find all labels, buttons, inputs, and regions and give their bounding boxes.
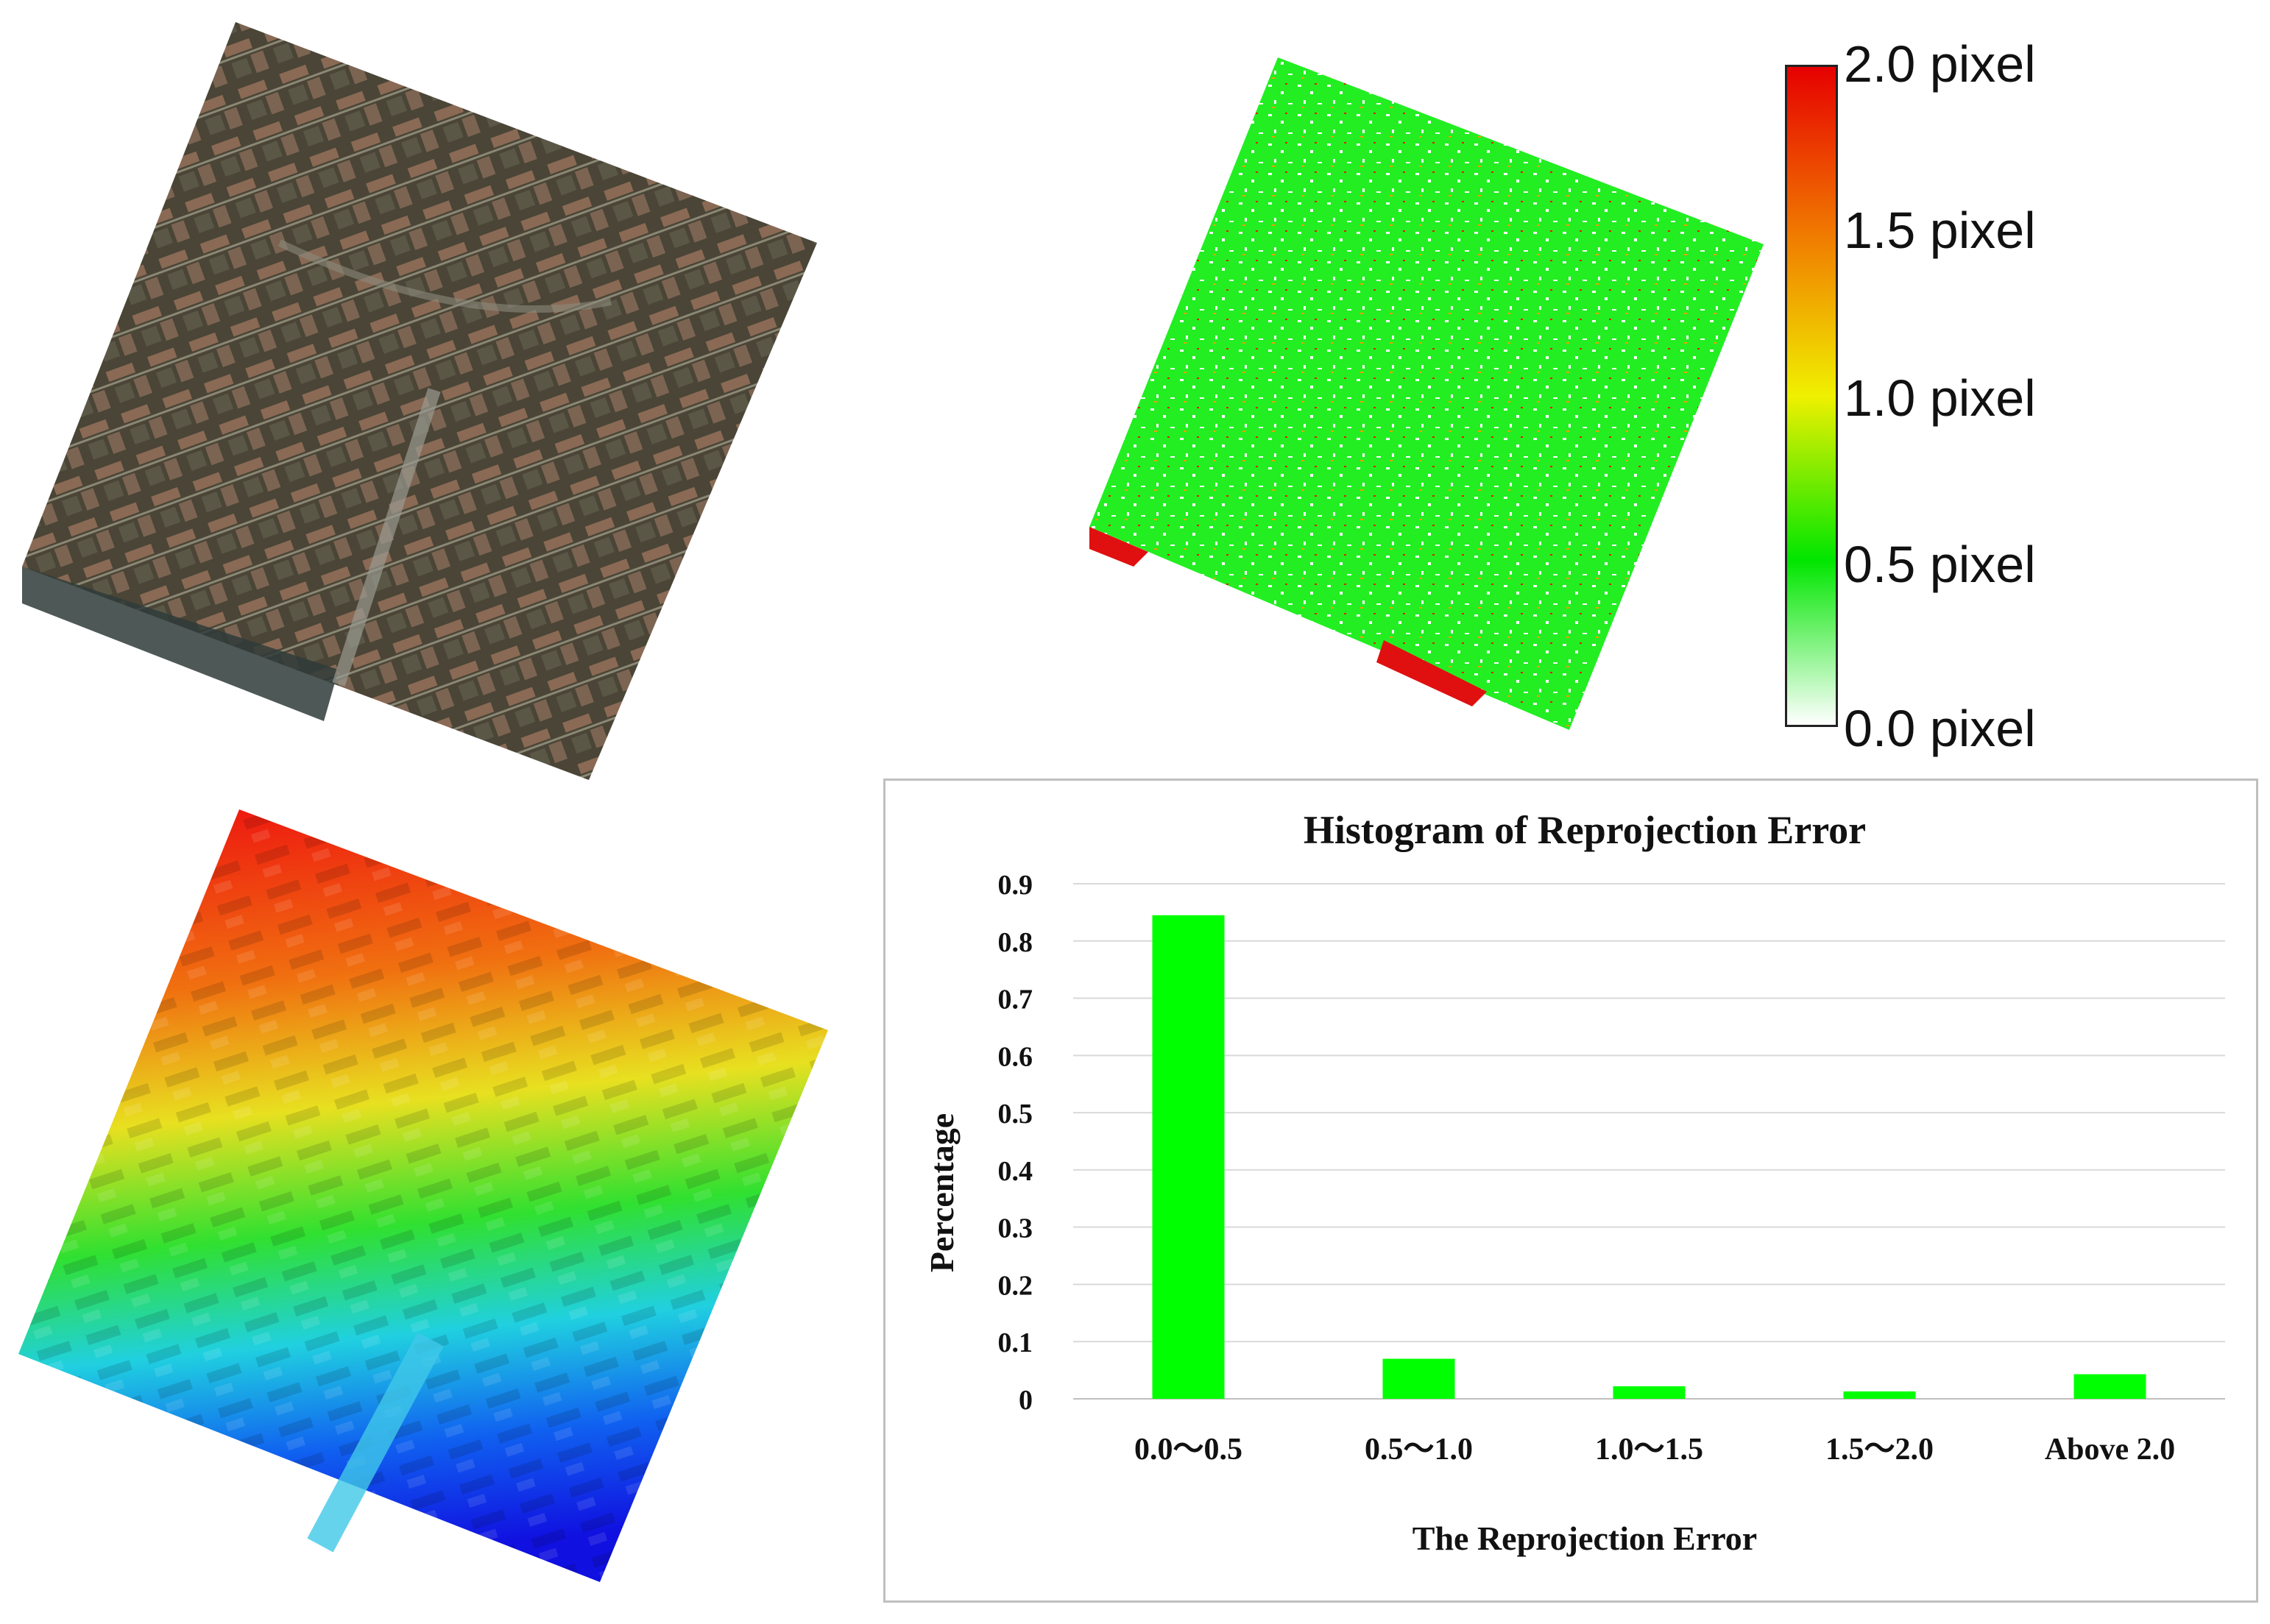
bar	[1382, 1358, 1455, 1399]
x-tick-label: Above 2.0	[2045, 1433, 2175, 1467]
y-tick-label: 0.8	[998, 927, 1033, 958]
y-tick-label: 0.3	[998, 1213, 1033, 1244]
elevation-map	[18, 809, 828, 1582]
x-tick-label: 1.0～1.5	[1595, 1433, 1703, 1467]
y-tick-label: 0	[1019, 1385, 1033, 1416]
error-map-panel	[1089, 52, 1767, 736]
grid-lines	[1073, 883, 2225, 1400]
reprojection-error-map	[1089, 57, 1764, 730]
orthophoto-image	[22, 22, 817, 780]
x-axis-label: The Reprojection Error	[1412, 1520, 1757, 1557]
colorbar-label-max: 2.0 pixel	[1844, 35, 2036, 93]
bar	[2073, 1374, 2146, 1399]
x-tick-label: 0.0～0.5	[1134, 1433, 1242, 1467]
histogram-chart: Histogram of Reprojection Error 0 0.1 0.2 0…	[883, 779, 2258, 1603]
x-tick-label: 0.5～1.0	[1365, 1433, 1473, 1467]
colorbar-label-0-5: 0.5 pixel	[1844, 536, 2036, 593]
colorbar-label-min: 0.0 pixel	[1844, 700, 2036, 757]
histogram-svg: Histogram of Reprojection Error 00.10.20…	[923, 808, 2225, 1557]
y-tick-label: 0.2	[998, 1270, 1033, 1301]
colorbar-label-1-0: 1.0 pixel	[1844, 369, 2036, 427]
y-tick-label: 0.9	[998, 870, 1033, 901]
orthophoto-panel	[22, 22, 817, 780]
bar	[1152, 915, 1225, 1399]
x-tick-labels: 0.0～0.5 0.5～1.0 1.0～1.5 1.5～2.0 Above 2.0	[1134, 1433, 2175, 1467]
y-tick-label: 0.5	[998, 1099, 1033, 1130]
chart-title: Histogram of Reprojection Error	[1304, 808, 1866, 852]
y-tick-label: 0.4	[998, 1156, 1033, 1187]
colorbar-label-1-5: 1.5 pixel	[1844, 202, 2036, 259]
bars	[1152, 915, 2146, 1399]
y-tick-label: 0.6	[998, 1041, 1033, 1072]
y-tick-labels: 0 0.1 0.2 0.3 0.4 0.5 0.6 0.7 0.8 0.9	[998, 870, 1033, 1416]
y-axis-label: Percentage	[923, 1113, 961, 1272]
colorbar	[1785, 65, 1838, 727]
y-tick-label: 0.7	[998, 985, 1033, 1015]
y-tick-label: 0.1	[998, 1327, 1033, 1358]
elevation-panel	[18, 809, 828, 1582]
x-tick-label: 1.5～2.0	[1825, 1433, 1934, 1467]
bar	[1613, 1386, 1686, 1399]
bar	[1843, 1391, 1916, 1399]
